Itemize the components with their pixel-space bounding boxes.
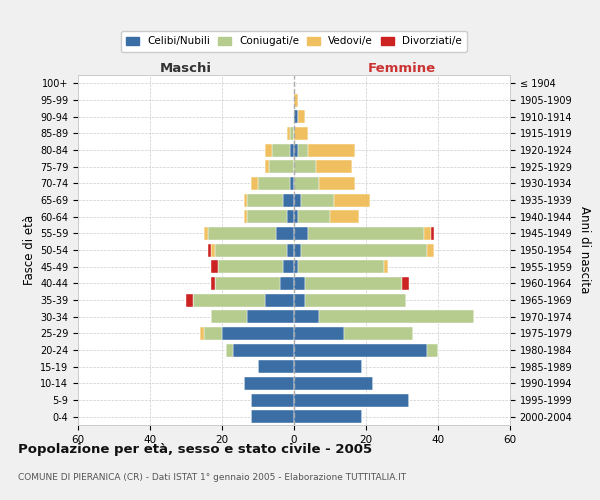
Bar [208,227,276,240]
Bar [298,110,305,123]
Bar [330,210,359,223]
Bar [294,377,373,390]
Bar [290,177,294,190]
Bar [402,277,409,290]
Bar [319,177,355,190]
Bar [384,260,388,273]
Bar [186,294,193,306]
Bar [265,144,272,156]
Bar [294,277,305,290]
Text: Femmine: Femmine [368,62,436,75]
Bar [258,177,290,190]
Bar [301,194,334,206]
Bar [294,410,362,423]
Bar [294,394,409,406]
Bar [247,194,283,206]
Bar [208,244,211,256]
Bar [301,244,427,256]
Bar [294,294,305,306]
Bar [211,244,215,256]
Bar [204,327,222,340]
Bar [290,127,294,140]
Bar [251,177,258,190]
Bar [222,327,294,340]
Y-axis label: Fasce di età: Fasce di età [23,215,36,285]
Bar [247,210,287,223]
Bar [294,94,298,106]
Bar [427,244,434,256]
Bar [287,210,294,223]
Bar [269,160,294,173]
Bar [298,144,308,156]
Bar [319,310,474,323]
Bar [298,210,330,223]
Bar [290,144,294,156]
Text: COMUNE DI PIERANICA (CR) - Dati ISTAT 1° gennaio 2005 - Elaborazione TUTTITALIA.: COMUNE DI PIERANICA (CR) - Dati ISTAT 1°… [18,472,406,482]
Bar [247,310,294,323]
Bar [294,327,344,340]
Bar [204,227,208,240]
Bar [283,260,294,273]
Bar [244,377,294,390]
Bar [211,277,215,290]
Bar [211,310,247,323]
Bar [424,227,431,240]
Bar [294,144,298,156]
Bar [316,160,352,173]
Bar [276,227,294,240]
Bar [334,194,370,206]
Bar [193,294,265,306]
Bar [200,327,204,340]
Bar [344,327,413,340]
Bar [283,194,294,206]
Bar [294,260,298,273]
Bar [244,194,247,206]
Bar [305,277,402,290]
Bar [218,260,283,273]
Bar [294,110,298,123]
Bar [215,244,287,256]
Bar [431,227,434,240]
Bar [308,227,424,240]
Bar [427,344,438,356]
Bar [294,127,308,140]
Bar [280,277,294,290]
Bar [294,177,319,190]
Bar [294,360,362,373]
Bar [298,260,384,273]
Bar [308,144,355,156]
Bar [226,344,233,356]
Bar [265,160,269,173]
Bar [294,310,319,323]
Bar [265,294,294,306]
Bar [294,210,298,223]
Bar [294,344,427,356]
Bar [287,127,290,140]
Bar [215,277,280,290]
Bar [294,244,301,256]
Bar [272,144,290,156]
Bar [294,194,301,206]
Bar [294,227,308,240]
Bar [258,360,294,373]
Bar [294,160,316,173]
Bar [211,260,218,273]
Y-axis label: Anni di nascita: Anni di nascita [578,206,591,294]
Legend: Celibi/Nubili, Coniugati/e, Vedovi/e, Divorziati/e: Celibi/Nubili, Coniugati/e, Vedovi/e, Di… [121,31,467,52]
Bar [251,410,294,423]
Bar [244,210,247,223]
Bar [305,294,406,306]
Bar [233,344,294,356]
Bar [287,244,294,256]
Bar [251,394,294,406]
Text: Maschi: Maschi [160,62,212,75]
Text: Popolazione per età, sesso e stato civile - 2005: Popolazione per età, sesso e stato civil… [18,442,372,456]
